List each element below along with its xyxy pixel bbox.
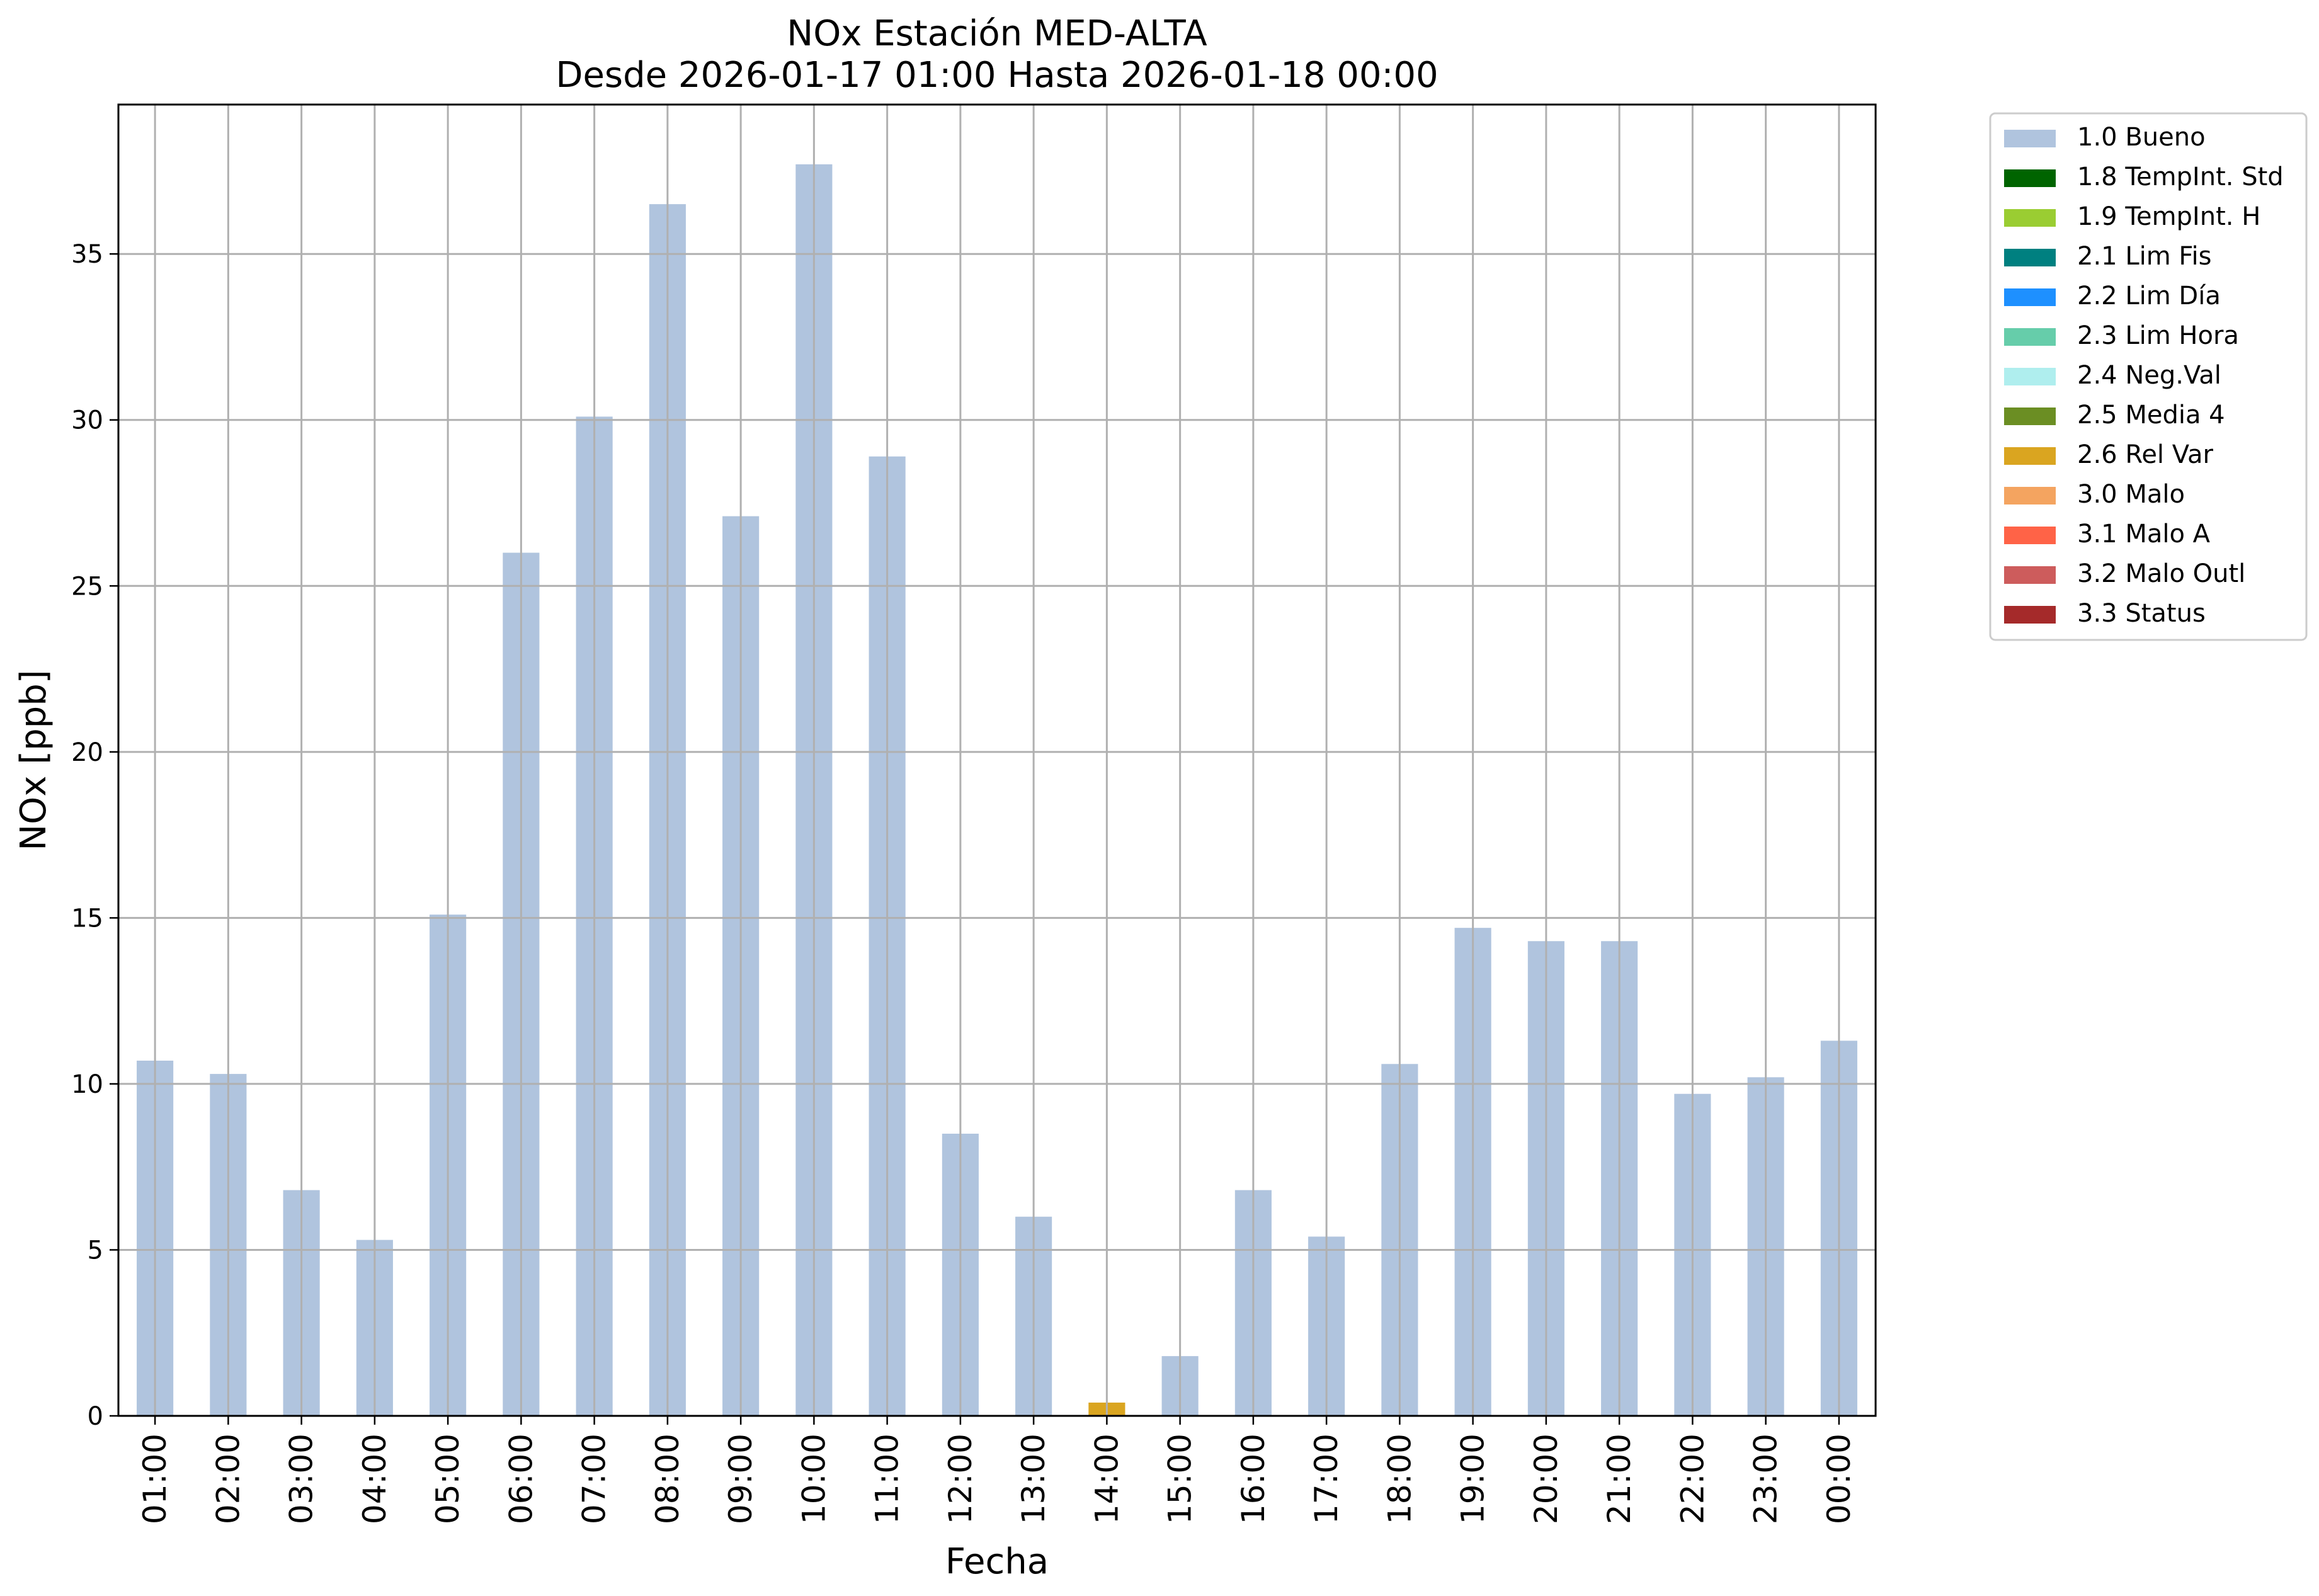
legend-label: 2.6 Rel Var	[2077, 440, 2214, 469]
legend-swatch	[2004, 130, 2056, 147]
x-tick-label: 01:00	[137, 1434, 173, 1524]
legend-label: 1.0 Bueno	[2077, 123, 2206, 152]
x-tick-label: 14:00	[1088, 1434, 1125, 1524]
x-tick-label: 17:00	[1308, 1434, 1345, 1524]
y-axis: 0 5 10 15 20 25 30 35	[71, 240, 118, 1431]
x-tick-label: 10:00	[795, 1434, 832, 1524]
legend-swatch	[2004, 408, 2056, 425]
x-tick-label: 18:00	[1381, 1434, 1418, 1524]
y-tick-label: 30	[71, 406, 103, 435]
legend-swatch	[2004, 487, 2056, 504]
legend-label: 3.0 Malo	[2077, 480, 2185, 509]
legend-swatch	[2004, 209, 2056, 227]
legend-label: 2.1 Lim Fis	[2077, 242, 2211, 271]
chart-title: NOx Estación MED-ALTA	[787, 13, 1207, 54]
bars	[137, 164, 1857, 1416]
x-tick-label: 19:00	[1455, 1434, 1491, 1524]
y-axis-label: NOx [ppb]	[13, 670, 54, 850]
x-tick-label: 21:00	[1601, 1434, 1638, 1524]
legend-swatch	[2004, 566, 2056, 584]
x-tick-label: 23:00	[1748, 1434, 1784, 1524]
x-tick-label: 07:00	[576, 1434, 613, 1524]
legend-label: 2.5 Media 4	[2077, 401, 2225, 430]
y-tick-label: 5	[88, 1236, 103, 1265]
legend-swatch	[2004, 447, 2056, 465]
x-tick-label: 08:00	[649, 1434, 686, 1524]
grid	[118, 105, 1876, 1416]
legend-label: 3.1 Malo A	[2077, 520, 2211, 549]
x-tick-label: 11:00	[869, 1434, 906, 1524]
y-tick-label: 35	[71, 240, 103, 269]
x-tick-label: 16:00	[1235, 1434, 1272, 1524]
x-tick-label: 06:00	[503, 1434, 539, 1524]
legend-label: 3.2 Malo Outl	[2077, 559, 2245, 588]
x-tick-label: 13:00	[1015, 1434, 1052, 1524]
legend-swatch	[2004, 288, 2056, 306]
legend-swatch	[2004, 606, 2056, 624]
x-tick-label: 09:00	[722, 1434, 759, 1524]
legend-label: 1.8 TempInt. Std	[2077, 162, 2284, 191]
plot-frame	[117, 103, 1877, 1417]
legend-swatch	[2004, 527, 2056, 544]
legend-label: 1.9 TempInt. H	[2077, 202, 2260, 231]
legend: 1.0 Bueno 1.8 TempInt. Std 1.9 TempInt. H 2…	[1989, 112, 2308, 641]
x-tick-label: 00:00	[1821, 1434, 1857, 1524]
legend-swatch	[2004, 169, 2056, 187]
legend-swatch	[2004, 328, 2056, 346]
y-tick-label: 0	[88, 1402, 103, 1431]
x-axis: 01:00 02:00 03:00 04:00 05:00 06:00 07:00 08:00…	[137, 1416, 1857, 1524]
y-tick-label: 15	[71, 904, 103, 933]
legend-label: 2.3 Lim Hora	[2077, 321, 2239, 350]
legend-label: 2.4 Neg.Val	[2077, 361, 2221, 390]
legend-swatch	[2004, 249, 2056, 266]
y-tick-label: 25	[71, 572, 103, 601]
x-tick-label: 15:00	[1162, 1434, 1199, 1524]
legend-label: 3.3 Status	[2077, 599, 2206, 628]
chart-subtitle: Desde 2026-01-17 01:00 Hasta 2026-01-18 …	[556, 55, 1438, 96]
x-tick-label: 04:00	[356, 1434, 393, 1524]
legend-label: 2.2 Lim Día	[2077, 282, 2221, 311]
x-tick-label: 02:00	[210, 1434, 246, 1524]
x-tick-label: 20:00	[1528, 1434, 1564, 1524]
legend-swatch	[2004, 368, 2056, 385]
x-tick-label: 03:00	[283, 1434, 320, 1524]
y-tick-label: 10	[71, 1070, 103, 1099]
x-tick-label: 12:00	[942, 1434, 979, 1524]
x-tick-label: 05:00	[430, 1434, 466, 1524]
x-tick-label: 22:00	[1674, 1434, 1711, 1524]
legend-box	[1989, 112, 2308, 641]
y-tick-label: 20	[71, 738, 103, 767]
x-axis-label: Fecha	[945, 1541, 1049, 1582]
